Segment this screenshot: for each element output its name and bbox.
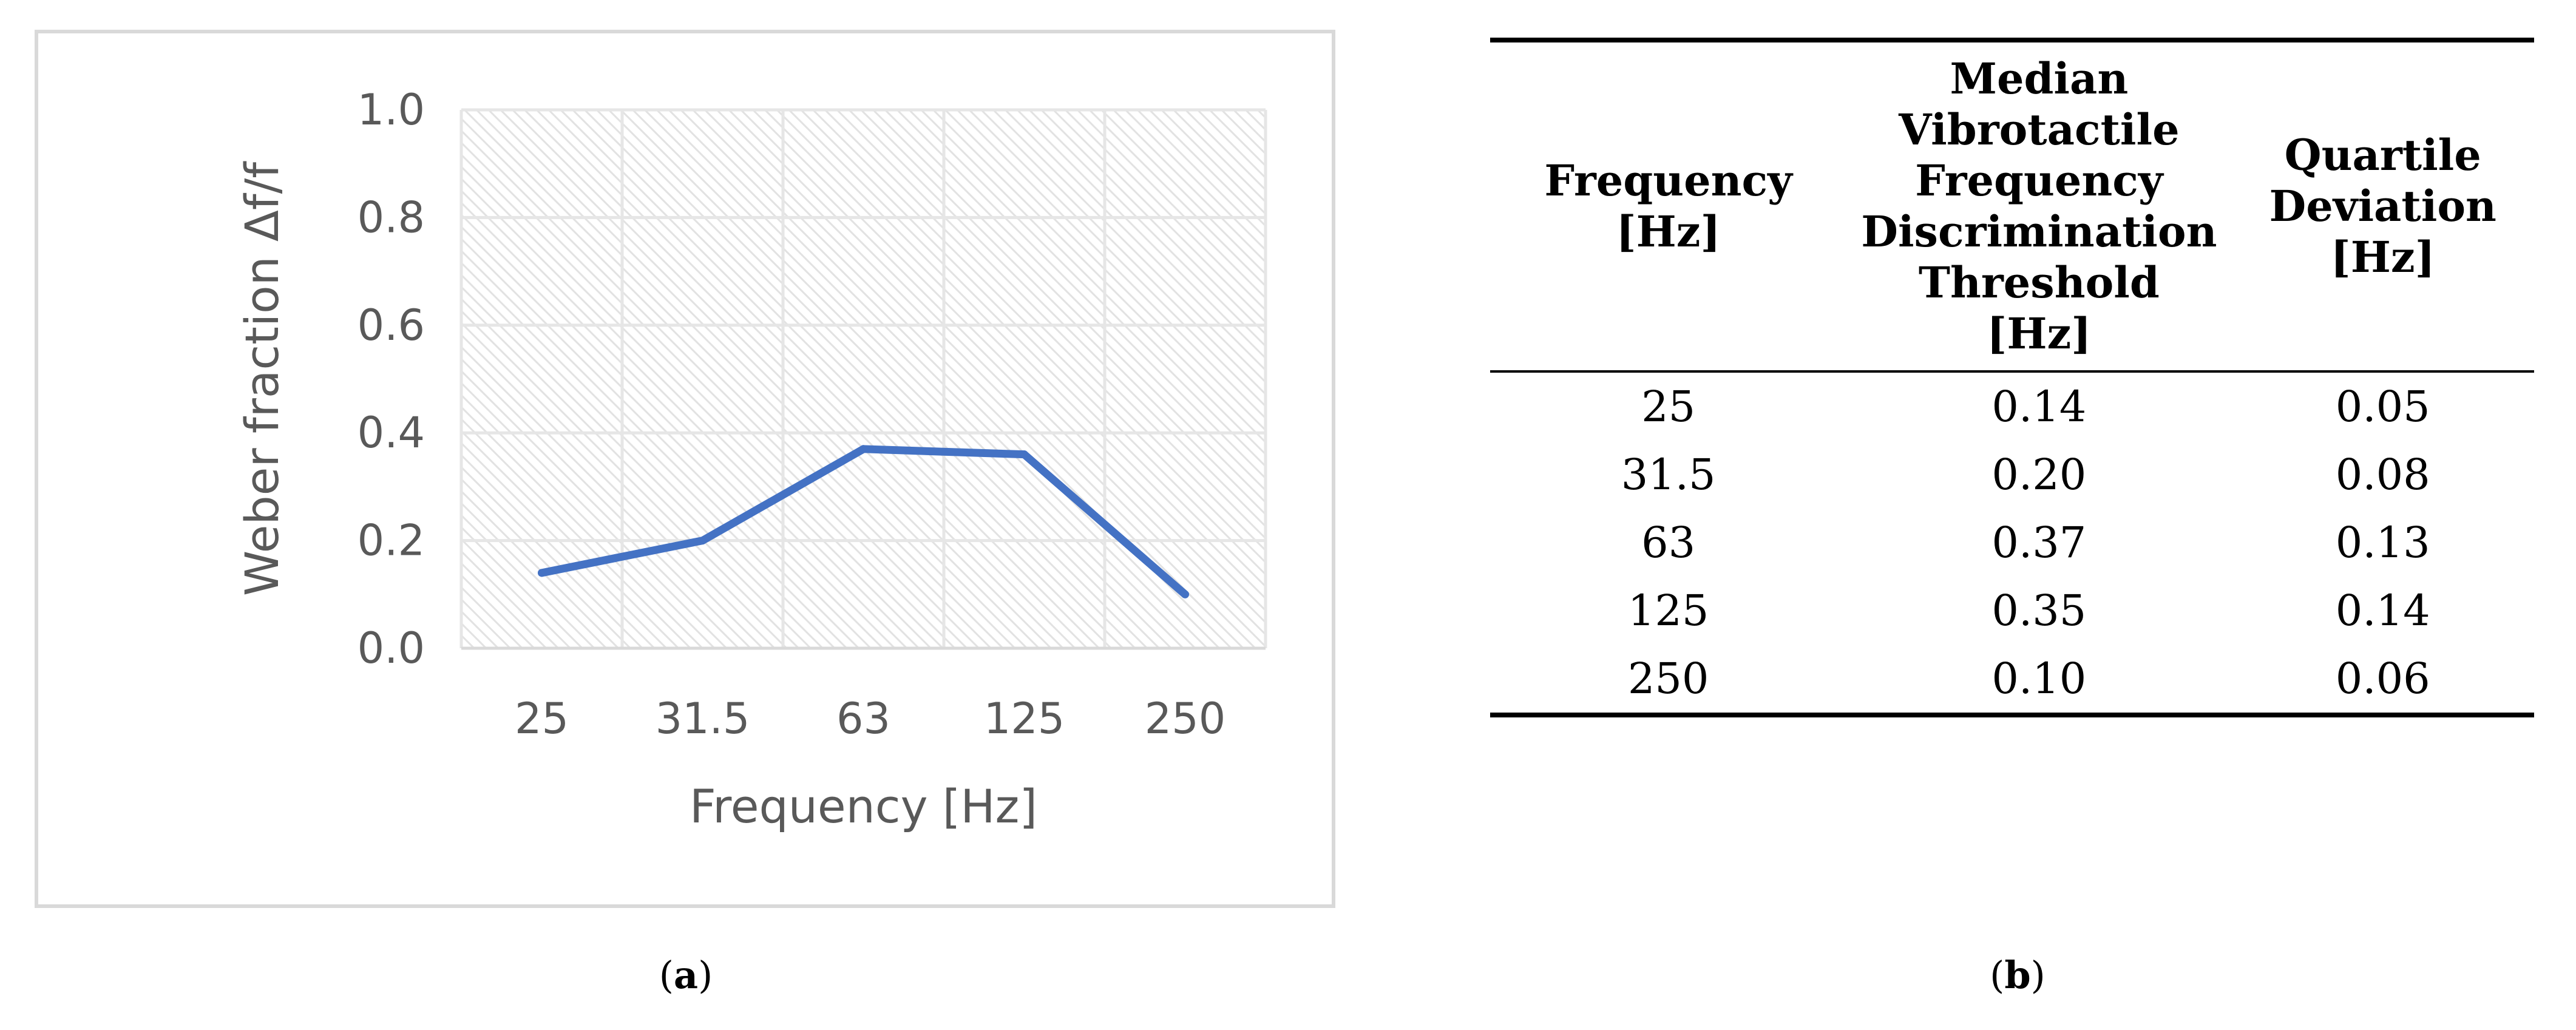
x-tick-label: 31.5 — [656, 694, 750, 744]
y-axis-title: Weber fraction Δf/f — [235, 161, 289, 596]
x-tick-label: 125 — [984, 694, 1065, 744]
data-point — [1020, 450, 1028, 459]
table-row: 250 0.10 0.06 — [1490, 645, 2534, 717]
data-point — [1181, 590, 1189, 598]
y-tick-label: 1.0 — [358, 85, 425, 135]
table-header-row: Frequency [Hz] Median Vibrotactile Frequ… — [1490, 38, 2534, 373]
cell-frequency: 250 — [1490, 645, 1847, 717]
cell-frequency: 25 — [1641, 382, 1696, 432]
y-tick-label: 0.0 — [358, 623, 425, 673]
table-row: 25 0.14 0.05 — [1490, 371, 2534, 441]
caption-b: (b) — [1990, 953, 2046, 997]
cell-median: 0.35 — [1991, 586, 2087, 635]
cell-frequency: 63 — [1641, 518, 1696, 568]
x-axis-title: Frequency [Hz] — [690, 779, 1037, 833]
x-tick-label: 25 — [515, 694, 569, 744]
cell-median: 0.10 — [1846, 645, 2232, 717]
cell-median: 0.20 — [1991, 450, 2087, 500]
x-tick-label: 63 — [836, 694, 890, 744]
cell-quartile: 0.06 — [2231, 645, 2534, 717]
y-tick-label: 0.2 — [358, 516, 425, 566]
header-median-threshold: Median Vibrotactile Frequency Discrimina… — [1846, 38, 2232, 373]
data-point — [859, 445, 867, 453]
cell-quartile: 0.08 — [2335, 450, 2430, 500]
cell-frequency: 125 — [1627, 586, 1709, 635]
y-tick-label: 0.4 — [358, 408, 425, 458]
cell-frequency: 31.5 — [1621, 450, 1716, 500]
weber-fraction-chart: 0.0 0.2 0.4 0.6 0.8 1.0 25 31.5 63 125 250 Freque… — [235, 85, 1267, 833]
header-frequency: Frequency [Hz] — [1490, 38, 1847, 373]
cell-quartile: 0.05 — [2335, 382, 2430, 432]
x-tick-label: 250 — [1145, 694, 1226, 744]
caption-a: (a) — [659, 953, 713, 997]
table-row: 125 0.35 0.14 — [1490, 577, 2534, 645]
data-point — [538, 569, 546, 577]
cell-median: 0.14 — [1991, 382, 2087, 432]
y-tick-label: 0.6 — [358, 300, 425, 350]
table-row: 31.5 0.20 0.08 — [1490, 441, 2534, 509]
cell-quartile: 0.14 — [2335, 586, 2430, 635]
cell-median: 0.37 — [1991, 518, 2087, 568]
data-point — [699, 537, 707, 545]
chart-panel: 0.0 0.2 0.4 0.6 0.8 1.0 25 31.5 63 125 250 Freque… — [35, 30, 1335, 908]
table-row: 63 0.37 0.13 — [1490, 509, 2534, 577]
cell-quartile: 0.13 — [2335, 518, 2430, 568]
threshold-table: Frequency [Hz] Median Vibrotactile Frequ… — [1490, 38, 2534, 717]
header-quartile-deviation: Quartile Deviation [Hz] — [2231, 38, 2534, 373]
y-tick-label: 0.8 — [358, 192, 425, 242]
